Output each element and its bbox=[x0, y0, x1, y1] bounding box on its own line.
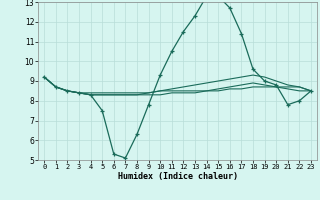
X-axis label: Humidex (Indice chaleur): Humidex (Indice chaleur) bbox=[118, 172, 238, 181]
